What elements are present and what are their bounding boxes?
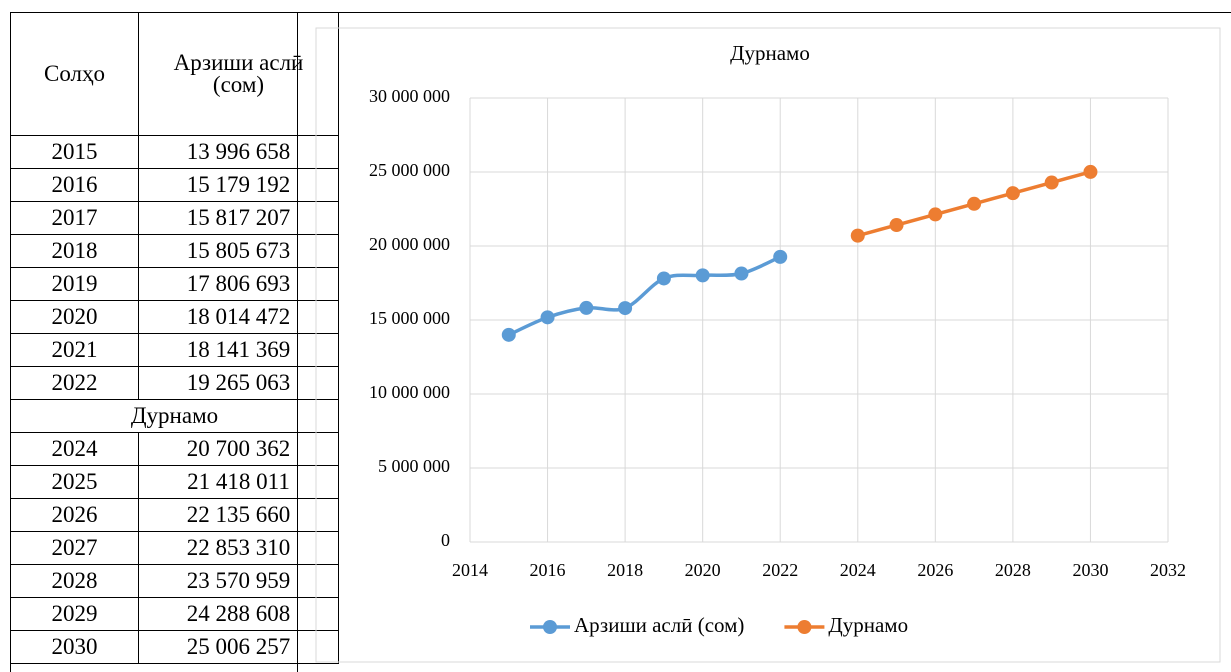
y-tick-label: 0 — [441, 530, 450, 550]
marker — [889, 218, 904, 233]
section-row: Дурнамо — [10, 399, 339, 433]
section-cell: Дурнамо — [10, 399, 339, 433]
x-tick-label: 2026 — [917, 560, 953, 580]
cell: 2024 — [10, 432, 139, 466]
header-cell: Арзиши аслӣ (сом) — [138, 12, 339, 136]
x-tick-label: 2024 — [840, 560, 876, 580]
marker — [695, 268, 710, 283]
y-tick-label: 25 000 000 — [369, 160, 450, 180]
y-tick-label: 15 000 000 — [369, 308, 450, 328]
x-tick-label: 2032 — [1150, 560, 1186, 580]
cell: 23 570 959 — [138, 564, 339, 598]
header-cell: Солҳо — [10, 12, 139, 136]
marker — [1044, 175, 1059, 190]
y-tick-label: 20 000 000 — [369, 234, 450, 254]
marker — [967, 196, 982, 211]
row: 2030 25 006 257 — [10, 630, 339, 664]
x-tick-label: 2018 — [607, 560, 643, 580]
x-tick-label: 2022 — [762, 560, 798, 580]
marker — [656, 271, 671, 286]
cell: 24 288 608 — [138, 597, 339, 631]
marker — [928, 207, 943, 222]
marker — [1083, 164, 1098, 179]
marker — [501, 327, 516, 342]
x-tick-label: 2016 — [530, 560, 566, 580]
x-tick-label: 2014 — [452, 560, 488, 580]
cell: 17 806 693 — [138, 267, 339, 301]
row: 2025 21 418 011 — [10, 465, 339, 499]
marker — [773, 249, 788, 264]
cell: 22 853 310 — [138, 531, 339, 565]
cell: 2019 — [10, 267, 139, 301]
chart-border — [315, 27, 1221, 663]
cell: 2030 — [10, 630, 139, 664]
marker — [734, 266, 749, 281]
cell: 2026 — [10, 498, 139, 532]
cell: 15 805 673 — [138, 234, 339, 268]
row: 2027 22 853 310 — [10, 531, 339, 565]
cell: 2017 — [10, 201, 139, 235]
legend-marker — [543, 620, 557, 634]
marker — [1005, 186, 1020, 201]
marker — [579, 300, 594, 315]
cell: 15 817 207 — [138, 201, 339, 235]
cell: 2015 — [10, 135, 139, 169]
cell: 21 418 011 — [138, 465, 339, 499]
x-tick-label: 2030 — [1072, 560, 1108, 580]
y-tick-label: 5 000 000 — [378, 456, 450, 476]
cell: 2016 — [10, 168, 139, 202]
row: 2020 18 014 472 — [10, 300, 339, 334]
legend-label: Дурнамо — [828, 613, 908, 637]
marker — [850, 228, 865, 243]
row: 2018 15 805 673 — [10, 234, 339, 268]
row: 2022 19 265 063 — [10, 366, 339, 400]
row: 2017 15 817 207 — [10, 201, 339, 235]
x-tick-label: 2028 — [995, 560, 1031, 580]
cell: 19 265 063 — [138, 366, 339, 400]
cell: 2020 — [10, 300, 139, 334]
cell: 22 135 660 — [138, 498, 339, 532]
cell: 2027 — [10, 531, 139, 565]
marker — [540, 310, 555, 325]
chart-title: Дурнамо — [730, 41, 810, 65]
legend-label: Арзиши аслӣ (сом) — [574, 613, 744, 637]
marker — [618, 301, 633, 316]
y-tick-label: 10 000 000 — [369, 382, 450, 402]
cell: 2025 — [10, 465, 139, 499]
row: 2015 13 996 658 — [10, 135, 339, 169]
y-tick-label: 30 000 000 — [369, 86, 450, 106]
header-row: Солҳо Арзиши аслӣ (сом) — [10, 12, 339, 136]
table: Солҳо Арзиши аслӣ (сом) 2015 13 996 658 2016… — [10, 12, 339, 664]
x-tick-label: 2020 — [685, 560, 721, 580]
cell: 18 014 472 — [138, 300, 339, 334]
row: 2028 23 570 959 — [10, 564, 339, 598]
cell: 2018 — [10, 234, 139, 268]
row: 2026 22 135 660 — [10, 498, 339, 532]
cell: 2022 — [10, 366, 139, 400]
cell: 25 006 257 — [138, 630, 339, 664]
row: 2019 17 806 693 — [10, 267, 339, 301]
legend-marker — [797, 620, 812, 634]
